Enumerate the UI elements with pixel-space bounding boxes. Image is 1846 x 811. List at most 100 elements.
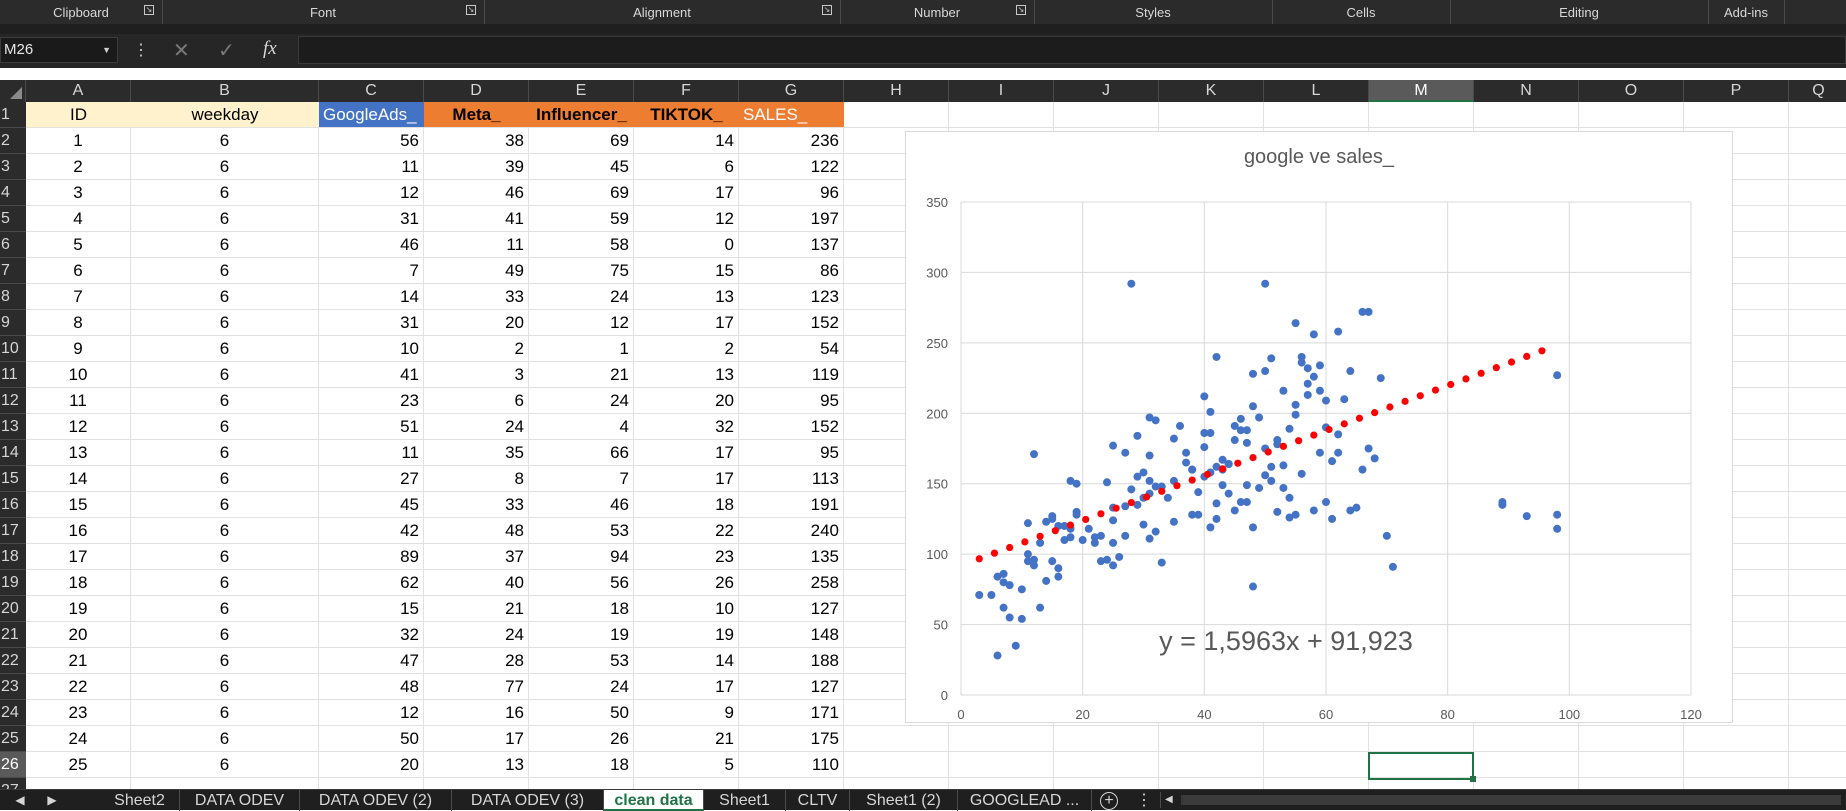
cell-f13[interactable]: 32 [634,414,739,440]
column-header-b[interactable]: B [131,80,319,102]
sheet-tab[interactable]: CLTV [786,790,850,811]
cell-g19[interactable]: 258 [739,570,844,596]
row-header-8[interactable]: 8 [0,284,26,310]
cell-e10[interactable]: 1 [529,336,634,362]
cell-p10[interactable] [1684,336,1789,362]
cell-f21[interactable]: 19 [634,622,739,648]
cell-e9[interactable]: 12 [529,310,634,336]
cell-f1[interactable]: TIKTOK_ [634,102,739,128]
cell-d25[interactable]: 17 [424,726,529,752]
cell-g20[interactable]: 127 [739,596,844,622]
cell-p3[interactable] [1684,154,1789,180]
scrollbar-thumb[interactable] [1181,795,1841,805]
cell-a16[interactable]: 15 [26,492,131,518]
cell-p27[interactable] [1684,778,1789,789]
cell-p25[interactable] [1684,726,1789,752]
cell-b12[interactable]: 6 [131,388,319,414]
cell-b4[interactable]: 6 [131,180,319,206]
cell-e25[interactable]: 26 [529,726,634,752]
row-header-7[interactable]: 7 [0,258,26,284]
row-header-2[interactable]: 2 [0,128,26,154]
cell-p18[interactable] [1684,544,1789,570]
cell-p13[interactable] [1684,414,1789,440]
row-header-21[interactable]: 21 [0,622,26,648]
cell-d13[interactable]: 24 [424,414,529,440]
cell-b13[interactable]: 6 [131,414,319,440]
cell-d14[interactable]: 35 [424,440,529,466]
cell-h26[interactable] [844,752,949,778]
cell-p26[interactable] [1684,752,1789,778]
cell-a13[interactable]: 12 [26,414,131,440]
row-header-11[interactable]: 11 [0,362,26,388]
cell-q3[interactable] [1789,154,1846,180]
cell-f24[interactable]: 9 [634,700,739,726]
cell-f12[interactable]: 20 [634,388,739,414]
row-header-17[interactable]: 17 [0,518,26,544]
cell-g18[interactable]: 135 [739,544,844,570]
sheet-tab[interactable]: DATA ODEV (2) [300,790,452,811]
cell-m27[interactable] [1369,778,1474,789]
cell-d23[interactable]: 77 [424,674,529,700]
cell-d22[interactable]: 28 [424,648,529,674]
cell-a3[interactable]: 2 [26,154,131,180]
name-box[interactable]: M26 ▼ [0,37,118,63]
cell-e13[interactable]: 4 [529,414,634,440]
cell-f7[interactable]: 15 [634,258,739,284]
cell-l26[interactable] [1264,752,1369,778]
cell-a1[interactable]: ID [26,102,131,128]
cell-b10[interactable]: 6 [131,336,319,362]
cell-q18[interactable] [1789,544,1846,570]
cell-p20[interactable] [1684,596,1789,622]
cell-b27[interactable] [131,778,319,789]
column-header-e[interactable]: E [529,80,634,102]
cell-c9[interactable]: 31 [319,310,424,336]
cell-f17[interactable]: 22 [634,518,739,544]
selected-cell-m26[interactable] [1368,752,1476,782]
cell-l1[interactable] [1264,102,1369,128]
cell-c27[interactable] [319,778,424,789]
cell-n1[interactable] [1474,102,1579,128]
row-header-16[interactable]: 16 [0,492,26,518]
cell-p8[interactable] [1684,284,1789,310]
cell-c26[interactable]: 20 [319,752,424,778]
cell-g11[interactable]: 119 [739,362,844,388]
cell-a15[interactable]: 14 [26,466,131,492]
cell-c14[interactable]: 11 [319,440,424,466]
cell-c21[interactable]: 32 [319,622,424,648]
cell-k26[interactable] [1159,752,1264,778]
cell-a17[interactable]: 16 [26,518,131,544]
cell-o27[interactable] [1579,778,1684,789]
dialog-launcher-icon[interactable]: ↘ [1016,5,1026,15]
row-header-14[interactable]: 14 [0,440,26,466]
cell-f23[interactable]: 17 [634,674,739,700]
select-all-button[interactable] [0,80,26,102]
cell-e14[interactable]: 66 [529,440,634,466]
cell-h1[interactable] [844,102,949,128]
row-header-19[interactable]: 19 [0,570,26,596]
column-header-m[interactable]: M [1369,80,1474,102]
cell-q25[interactable] [1789,726,1846,752]
cell-i27[interactable] [949,778,1054,789]
column-header-g[interactable]: G [739,80,844,102]
cell-b9[interactable]: 6 [131,310,319,336]
cell-p16[interactable] [1684,492,1789,518]
cell-a21[interactable]: 20 [26,622,131,648]
cell-q21[interactable] [1789,622,1846,648]
row-header-10[interactable]: 10 [0,336,26,362]
cell-d17[interactable]: 48 [424,518,529,544]
cell-f8[interactable]: 13 [634,284,739,310]
cell-b17[interactable]: 6 [131,518,319,544]
cell-h25[interactable] [844,726,949,752]
cell-d9[interactable]: 20 [424,310,529,336]
cell-j25[interactable] [1054,726,1159,752]
cell-q26[interactable] [1789,752,1846,778]
cell-f2[interactable]: 14 [634,128,739,154]
cell-f4[interactable]: 17 [634,180,739,206]
cell-b18[interactable]: 6 [131,544,319,570]
cell-g8[interactable]: 123 [739,284,844,310]
cell-d12[interactable]: 6 [424,388,529,414]
cell-b22[interactable]: 6 [131,648,319,674]
cell-g15[interactable]: 113 [739,466,844,492]
cell-p9[interactable] [1684,310,1789,336]
cell-a9[interactable]: 8 [26,310,131,336]
